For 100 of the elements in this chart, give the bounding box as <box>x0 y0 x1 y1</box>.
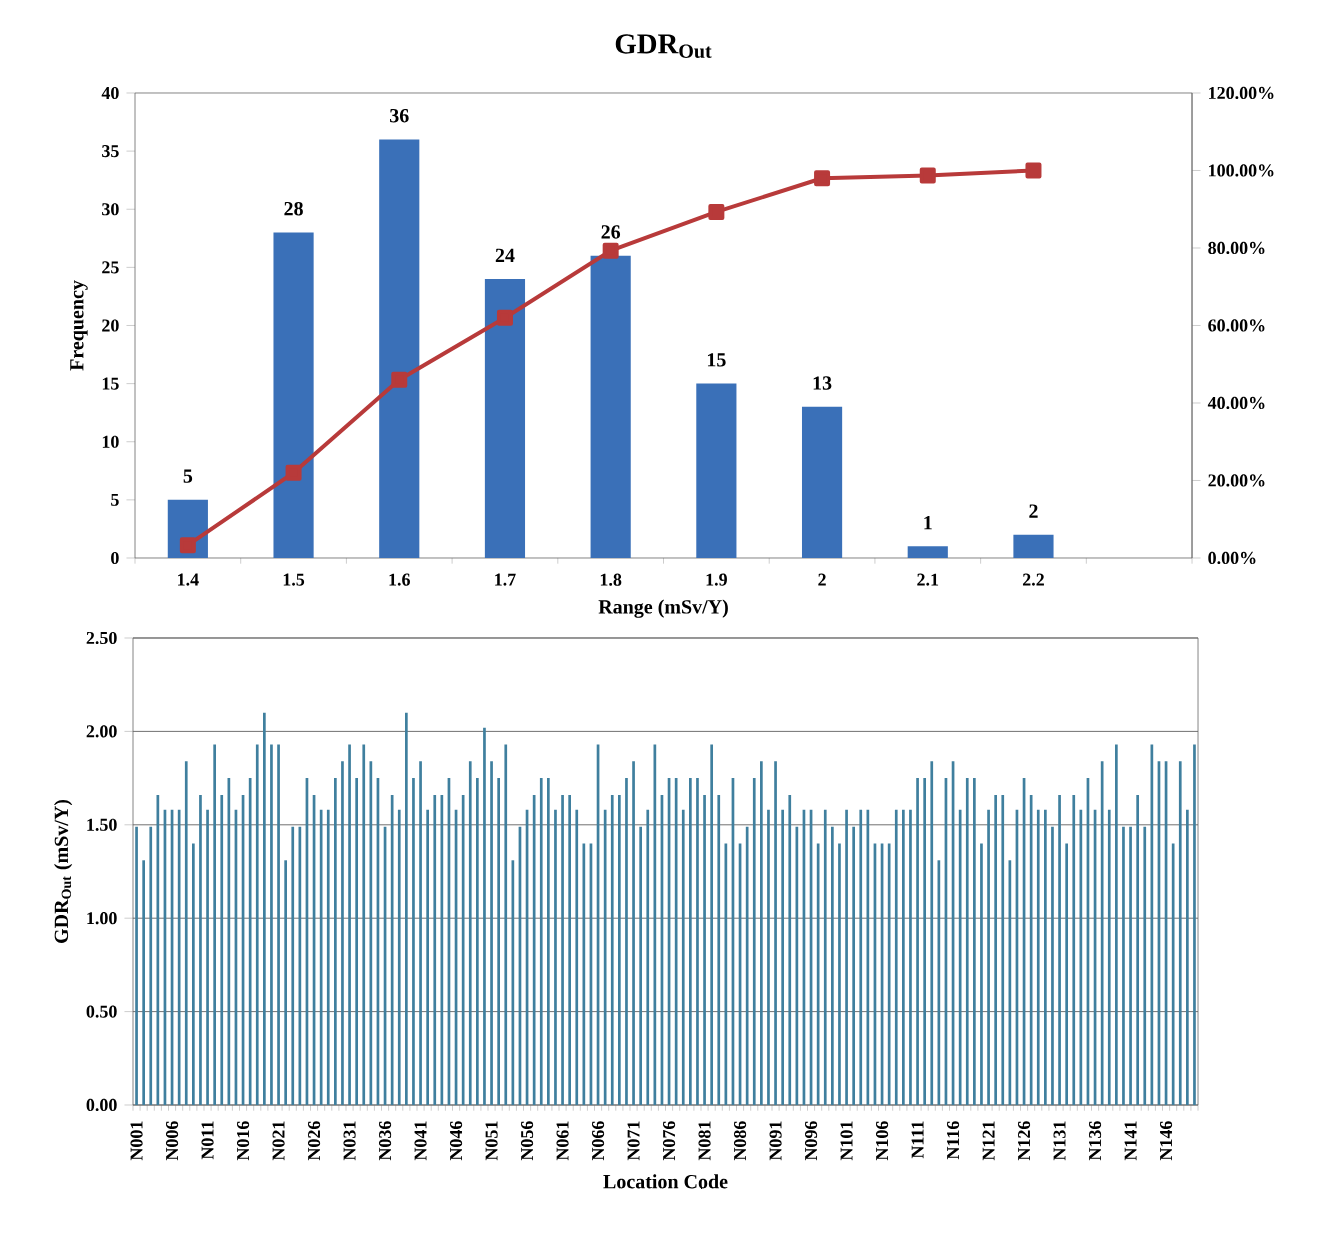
y2-tick-label: 100.00% <box>1209 164 1274 177</box>
bar <box>192 843 195 1105</box>
y-tick-label: 35 <box>102 145 119 158</box>
bar <box>575 809 579 1105</box>
x-tick-label: 1.4 <box>178 573 199 586</box>
bar <box>1122 826 1125 1105</box>
bar <box>277 744 280 1105</box>
y2-tick-label: 120.00% <box>1209 86 1274 100</box>
x-tick-label: N051 <box>485 1121 498 1161</box>
bar <box>965 778 969 1105</box>
bar <box>220 794 224 1105</box>
data-label: 15 <box>707 353 726 367</box>
point <box>496 309 513 326</box>
y-tick-label: 25 <box>102 261 119 274</box>
bar <box>1036 809 1040 1105</box>
bar <box>859 809 863 1105</box>
x-tick-label: N066 <box>591 1121 605 1161</box>
bar <box>1186 809 1189 1105</box>
bar <box>319 809 323 1105</box>
bar <box>291 826 295 1105</box>
y-tick-label: 2.50 <box>86 631 117 645</box>
bar <box>497 778 500 1105</box>
x-axis-title: Location Code <box>603 1174 728 1189</box>
bar <box>788 794 792 1105</box>
bar <box>752 778 756 1105</box>
data-label: 26 <box>601 225 621 239</box>
bar <box>923 778 927 1105</box>
point <box>179 537 196 554</box>
bar <box>902 809 905 1105</box>
bar <box>561 794 564 1105</box>
bar <box>1065 843 1069 1105</box>
bar <box>326 809 330 1105</box>
data-label: 24 <box>495 248 515 262</box>
bar <box>135 826 138 1105</box>
bar <box>590 255 631 558</box>
bar <box>816 843 820 1105</box>
bar <box>362 744 366 1105</box>
y-tick-label: 5 <box>111 493 119 506</box>
bar <box>1044 809 1047 1105</box>
y-axis-title: GDR$_{Out}$ (mSv/Y) <box>54 799 73 943</box>
bar <box>823 809 827 1105</box>
bar <box>801 406 843 558</box>
x-tick-label: N136 <box>1089 1121 1102 1161</box>
x-tick-label: N091 <box>769 1121 782 1161</box>
x-tick-label: N006 <box>165 1121 179 1161</box>
point <box>602 242 619 259</box>
x-tick-label: N001 <box>130 1121 143 1161</box>
x-tick-label: 2.2 <box>1022 573 1044 586</box>
x-tick-label: N081 <box>698 1121 711 1161</box>
bar <box>618 794 621 1105</box>
x-tick-label: N021 <box>272 1121 285 1161</box>
x-tick-label: N101 <box>840 1121 853 1161</box>
bar <box>674 778 678 1105</box>
y-tick-label: 15 <box>102 377 119 390</box>
bar <box>1136 794 1140 1105</box>
bar <box>781 809 785 1105</box>
x-tick-label: N096 <box>804 1121 818 1161</box>
y2-tick-label: 60.00% <box>1208 319 1265 332</box>
bar <box>539 778 543 1105</box>
x-tick-label: N031 <box>343 1121 356 1161</box>
point <box>391 371 408 388</box>
point <box>814 170 831 187</box>
x-tick-label: 1.9 <box>706 573 727 586</box>
x-tick-label: N131 <box>1053 1121 1066 1161</box>
bar <box>930 761 934 1105</box>
bar <box>379 139 420 558</box>
bar <box>568 794 571 1105</box>
x-tick-label: N086 <box>733 1121 747 1161</box>
bar <box>1001 794 1005 1105</box>
bar <box>703 794 706 1105</box>
y-tick-label: 0 <box>111 551 119 565</box>
x-tick-label: N146 <box>1160 1121 1173 1161</box>
bar <box>767 809 770 1105</box>
x-tick-label: N036 <box>378 1121 392 1161</box>
bar <box>263 712 266 1105</box>
y-tick-label: 10 <box>102 435 119 448</box>
bar <box>1143 826 1147 1105</box>
bar <box>909 809 912 1105</box>
bar <box>284 860 288 1105</box>
y-tick-label: 40 <box>101 86 119 100</box>
data-label: 28 <box>284 201 303 216</box>
bar <box>554 809 557 1105</box>
bar <box>273 232 314 558</box>
bar <box>994 794 998 1105</box>
point <box>285 464 302 481</box>
y-tick-label: 0.50 <box>86 1005 117 1018</box>
bar <box>646 809 650 1105</box>
y2-tick-label: 80.00% <box>1208 241 1265 255</box>
x-tick-label: N011 <box>201 1121 214 1160</box>
y-tick-label: 1.00 <box>87 912 117 925</box>
data-label: 13 <box>813 376 832 390</box>
y-tick-label: 20 <box>102 319 119 332</box>
bar <box>532 794 536 1105</box>
bar <box>199 794 202 1105</box>
x-tick-label: N061 <box>556 1121 569 1161</box>
bar <box>696 778 699 1105</box>
bar <box>838 843 841 1105</box>
bar <box>184 761 188 1105</box>
bar <box>907 546 948 558</box>
y-tick-label: 0.00 <box>86 1098 117 1112</box>
